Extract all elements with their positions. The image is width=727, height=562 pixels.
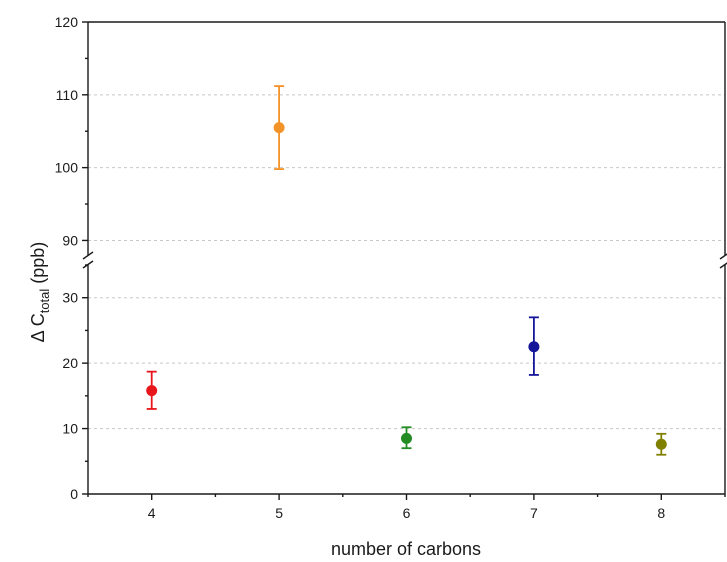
y-tick-label: 10 [62,421,78,437]
y-axis-title: Δ Ctotal (ppb) [28,242,52,343]
data-point-group [401,426,412,450]
y-axis-title-subscript: total [37,289,52,314]
y-tick-label: 110 [56,87,79,103]
data-point-group [146,370,158,410]
y-tick-label: 100 [55,160,79,176]
y-tick-label: 30 [62,290,78,306]
y-tick-label: 20 [62,355,78,371]
y-axis-title-suffix: (ppb) [28,242,48,289]
x-tick-label: 7 [530,505,538,521]
axis-break-mark-right [719,253,727,260]
x-tick-label: 4 [148,505,156,521]
plot-frame [82,21,727,495]
data-point-group [528,316,540,376]
data-point-group [273,85,285,170]
y-axis-title-prefix: Δ C [28,313,48,342]
x-tick-label: 6 [403,505,411,521]
grid-layer [88,94,725,430]
y-tick-label: 0 [70,486,78,502]
data-point-group [655,432,667,456]
points-layer [146,85,667,456]
axis-break-mark-right [719,262,727,269]
y-tick-label: 90 [62,232,78,248]
data-point [273,122,285,134]
data-point [528,341,540,353]
y-tick-label: 120 [55,14,79,30]
x-tick-label: 8 [657,505,665,521]
tick-layer: 0 10 20 30 90 100 110 120 4 5 6 7 8 [55,14,726,521]
data-point [655,438,667,450]
x-axis-title: number of carbons [331,539,481,559]
data-point [146,385,158,397]
axis-break-mark-left [82,251,94,260]
x-tick-label: 5 [275,505,283,521]
data-point [401,432,412,444]
